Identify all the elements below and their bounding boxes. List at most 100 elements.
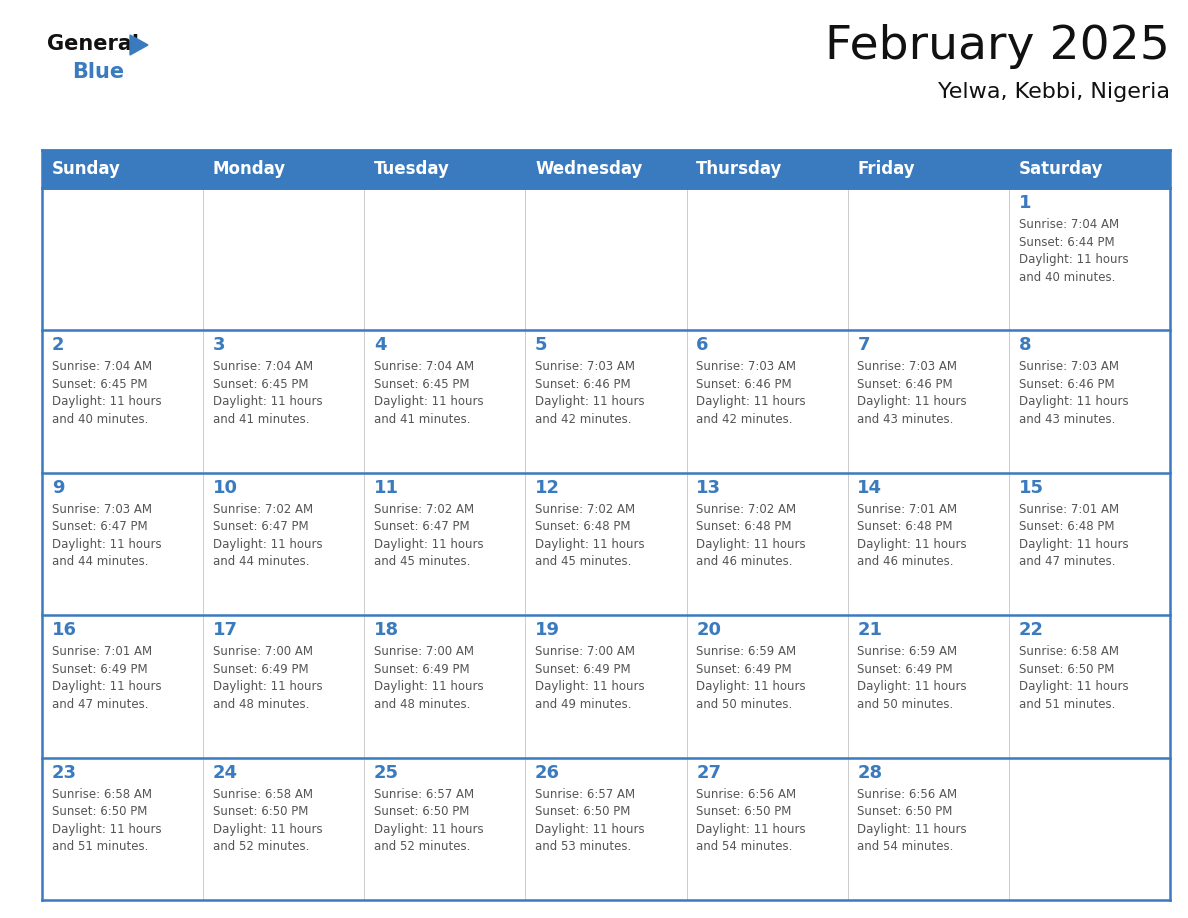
- Bar: [848, 757, 1009, 900]
- Bar: [687, 188, 848, 330]
- Text: Sunrise: 6:57 AM
Sunset: 6:50 PM
Daylight: 11 hours
and 52 minutes.: Sunrise: 6:57 AM Sunset: 6:50 PM Dayligh…: [374, 788, 484, 853]
- Bar: [1009, 615, 1170, 757]
- Bar: [203, 757, 365, 900]
- Bar: [1009, 757, 1170, 900]
- Text: 9: 9: [51, 479, 64, 497]
- Text: Tuesday: Tuesday: [374, 160, 450, 178]
- Text: Sunrise: 7:04 AM
Sunset: 6:44 PM
Daylight: 11 hours
and 40 minutes.: Sunrise: 7:04 AM Sunset: 6:44 PM Dayligh…: [1018, 218, 1129, 284]
- Text: 28: 28: [858, 764, 883, 781]
- Bar: [525, 188, 687, 330]
- Text: 6: 6: [696, 336, 709, 354]
- Bar: [1009, 473, 1170, 615]
- Bar: [687, 757, 848, 900]
- Bar: [42, 473, 203, 615]
- Text: Sunrise: 7:04 AM
Sunset: 6:45 PM
Daylight: 11 hours
and 41 minutes.: Sunrise: 7:04 AM Sunset: 6:45 PM Dayligh…: [213, 361, 322, 426]
- Bar: [525, 150, 687, 188]
- Polygon shape: [129, 35, 148, 55]
- Text: Sunrise: 7:00 AM
Sunset: 6:49 PM
Daylight: 11 hours
and 48 minutes.: Sunrise: 7:00 AM Sunset: 6:49 PM Dayligh…: [374, 645, 484, 711]
- Bar: [687, 150, 848, 188]
- Text: 26: 26: [535, 764, 560, 781]
- Bar: [1009, 150, 1170, 188]
- Text: 14: 14: [858, 479, 883, 497]
- Text: Monday: Monday: [213, 160, 286, 178]
- Text: Thursday: Thursday: [696, 160, 783, 178]
- Bar: [848, 615, 1009, 757]
- Text: Sunrise: 7:02 AM
Sunset: 6:47 PM
Daylight: 11 hours
and 44 minutes.: Sunrise: 7:02 AM Sunset: 6:47 PM Dayligh…: [213, 503, 322, 568]
- Text: 22: 22: [1018, 621, 1043, 639]
- Bar: [525, 473, 687, 615]
- Text: 17: 17: [213, 621, 238, 639]
- Bar: [365, 757, 525, 900]
- Text: Sunrise: 7:02 AM
Sunset: 6:48 PM
Daylight: 11 hours
and 46 minutes.: Sunrise: 7:02 AM Sunset: 6:48 PM Dayligh…: [696, 503, 805, 568]
- Text: Sunday: Sunday: [51, 160, 120, 178]
- Bar: [203, 150, 365, 188]
- Text: 10: 10: [213, 479, 238, 497]
- Text: Blue: Blue: [72, 62, 124, 82]
- Text: Sunrise: 7:01 AM
Sunset: 6:48 PM
Daylight: 11 hours
and 47 minutes.: Sunrise: 7:01 AM Sunset: 6:48 PM Dayligh…: [1018, 503, 1129, 568]
- Text: Sunrise: 7:04 AM
Sunset: 6:45 PM
Daylight: 11 hours
and 40 minutes.: Sunrise: 7:04 AM Sunset: 6:45 PM Dayligh…: [51, 361, 162, 426]
- Bar: [365, 330, 525, 473]
- Bar: [42, 150, 203, 188]
- Bar: [365, 150, 525, 188]
- Text: Sunrise: 7:03 AM
Sunset: 6:47 PM
Daylight: 11 hours
and 44 minutes.: Sunrise: 7:03 AM Sunset: 6:47 PM Dayligh…: [51, 503, 162, 568]
- Text: February 2025: February 2025: [826, 24, 1170, 69]
- Text: 16: 16: [51, 621, 77, 639]
- Text: Sunrise: 7:02 AM
Sunset: 6:47 PM
Daylight: 11 hours
and 45 minutes.: Sunrise: 7:02 AM Sunset: 6:47 PM Dayligh…: [374, 503, 484, 568]
- Bar: [42, 615, 203, 757]
- Bar: [848, 473, 1009, 615]
- Text: 20: 20: [696, 621, 721, 639]
- Text: Sunrise: 6:58 AM
Sunset: 6:50 PM
Daylight: 11 hours
and 51 minutes.: Sunrise: 6:58 AM Sunset: 6:50 PM Dayligh…: [1018, 645, 1129, 711]
- Bar: [203, 330, 365, 473]
- Text: 24: 24: [213, 764, 238, 781]
- Text: Sunrise: 6:58 AM
Sunset: 6:50 PM
Daylight: 11 hours
and 51 minutes.: Sunrise: 6:58 AM Sunset: 6:50 PM Dayligh…: [51, 788, 162, 853]
- Text: 27: 27: [696, 764, 721, 781]
- Bar: [203, 473, 365, 615]
- Text: Saturday: Saturday: [1018, 160, 1102, 178]
- Text: 8: 8: [1018, 336, 1031, 354]
- Text: Sunrise: 7:00 AM
Sunset: 6:49 PM
Daylight: 11 hours
and 48 minutes.: Sunrise: 7:00 AM Sunset: 6:49 PM Dayligh…: [213, 645, 322, 711]
- Text: 23: 23: [51, 764, 77, 781]
- Text: 4: 4: [374, 336, 386, 354]
- Text: General: General: [48, 34, 139, 54]
- Text: 25: 25: [374, 764, 399, 781]
- Text: Sunrise: 6:56 AM
Sunset: 6:50 PM
Daylight: 11 hours
and 54 minutes.: Sunrise: 6:56 AM Sunset: 6:50 PM Dayligh…: [858, 788, 967, 853]
- Bar: [203, 188, 365, 330]
- Text: Sunrise: 7:02 AM
Sunset: 6:48 PM
Daylight: 11 hours
and 45 minutes.: Sunrise: 7:02 AM Sunset: 6:48 PM Dayligh…: [535, 503, 645, 568]
- Bar: [365, 188, 525, 330]
- Bar: [42, 330, 203, 473]
- Text: Friday: Friday: [858, 160, 915, 178]
- Text: 18: 18: [374, 621, 399, 639]
- Text: 19: 19: [535, 621, 560, 639]
- Text: 2: 2: [51, 336, 64, 354]
- Text: 21: 21: [858, 621, 883, 639]
- Text: Sunrise: 7:03 AM
Sunset: 6:46 PM
Daylight: 11 hours
and 42 minutes.: Sunrise: 7:03 AM Sunset: 6:46 PM Dayligh…: [535, 361, 645, 426]
- Bar: [525, 330, 687, 473]
- Text: 1: 1: [1018, 194, 1031, 212]
- Text: Sunrise: 7:03 AM
Sunset: 6:46 PM
Daylight: 11 hours
and 42 minutes.: Sunrise: 7:03 AM Sunset: 6:46 PM Dayligh…: [696, 361, 805, 426]
- Text: 15: 15: [1018, 479, 1043, 497]
- Bar: [1009, 188, 1170, 330]
- Text: Sunrise: 7:01 AM
Sunset: 6:48 PM
Daylight: 11 hours
and 46 minutes.: Sunrise: 7:01 AM Sunset: 6:48 PM Dayligh…: [858, 503, 967, 568]
- Text: 13: 13: [696, 479, 721, 497]
- Bar: [42, 188, 203, 330]
- Text: Sunrise: 6:57 AM
Sunset: 6:50 PM
Daylight: 11 hours
and 53 minutes.: Sunrise: 6:57 AM Sunset: 6:50 PM Dayligh…: [535, 788, 645, 853]
- Bar: [1009, 330, 1170, 473]
- Text: Sunrise: 7:03 AM
Sunset: 6:46 PM
Daylight: 11 hours
and 43 minutes.: Sunrise: 7:03 AM Sunset: 6:46 PM Dayligh…: [858, 361, 967, 426]
- Text: Sunrise: 6:59 AM
Sunset: 6:49 PM
Daylight: 11 hours
and 50 minutes.: Sunrise: 6:59 AM Sunset: 6:49 PM Dayligh…: [696, 645, 805, 711]
- Text: 11: 11: [374, 479, 399, 497]
- Bar: [203, 615, 365, 757]
- Bar: [687, 330, 848, 473]
- Bar: [525, 757, 687, 900]
- Bar: [525, 615, 687, 757]
- Bar: [365, 615, 525, 757]
- Text: Yelwa, Kebbi, Nigeria: Yelwa, Kebbi, Nigeria: [939, 82, 1170, 102]
- Text: Wednesday: Wednesday: [535, 160, 643, 178]
- Bar: [848, 188, 1009, 330]
- Text: Sunrise: 7:00 AM
Sunset: 6:49 PM
Daylight: 11 hours
and 49 minutes.: Sunrise: 7:00 AM Sunset: 6:49 PM Dayligh…: [535, 645, 645, 711]
- Bar: [687, 473, 848, 615]
- Text: Sunrise: 6:56 AM
Sunset: 6:50 PM
Daylight: 11 hours
and 54 minutes.: Sunrise: 6:56 AM Sunset: 6:50 PM Dayligh…: [696, 788, 805, 853]
- Text: Sunrise: 6:58 AM
Sunset: 6:50 PM
Daylight: 11 hours
and 52 minutes.: Sunrise: 6:58 AM Sunset: 6:50 PM Dayligh…: [213, 788, 322, 853]
- Bar: [848, 150, 1009, 188]
- Text: 7: 7: [858, 336, 870, 354]
- Text: Sunrise: 7:03 AM
Sunset: 6:46 PM
Daylight: 11 hours
and 43 minutes.: Sunrise: 7:03 AM Sunset: 6:46 PM Dayligh…: [1018, 361, 1129, 426]
